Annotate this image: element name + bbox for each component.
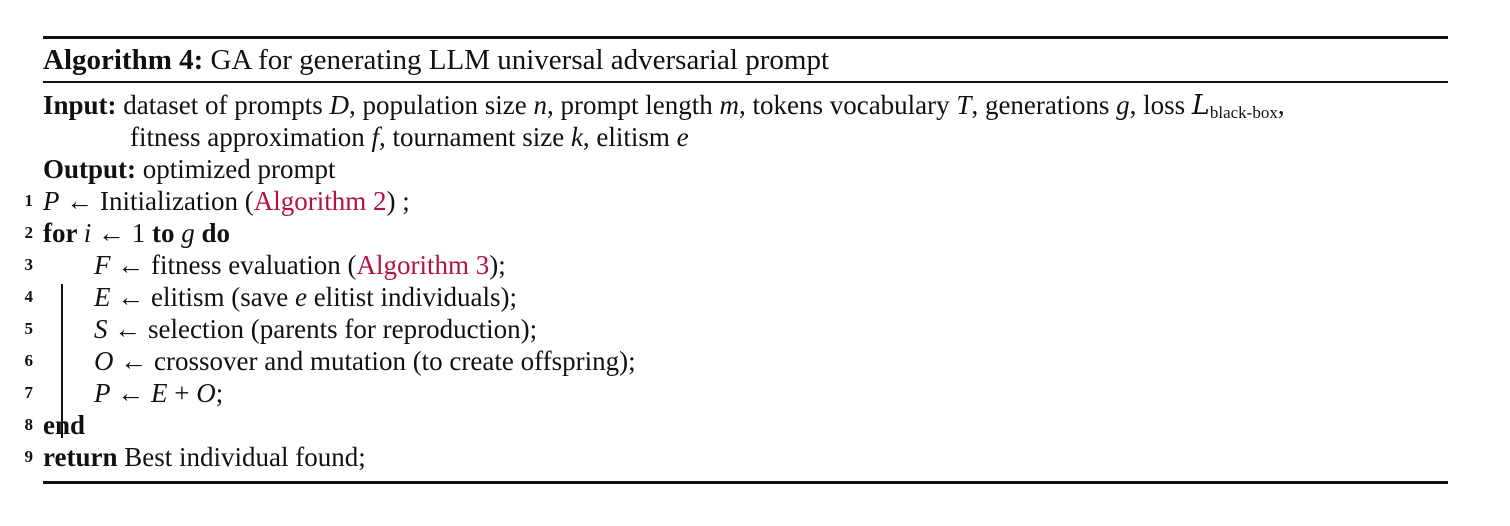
bottom-rule [43, 481, 1448, 484]
step-text: , [1277, 90, 1285, 120]
for-loop-scope-bar [61, 284, 63, 438]
math-symbol: S [94, 314, 108, 344]
math-symbol: P [43, 186, 60, 216]
algorithm-reference-link[interactable]: Algorithm 3 [356, 250, 490, 280]
step-text: ← crossover and mutation (to create offs… [113, 346, 636, 376]
step-text: ← selection (parents for reproduction); [107, 314, 538, 344]
input-params-line2: fitness approximation f, tournament size… [130, 122, 689, 152]
caption-label: Algorithm 4: [43, 44, 204, 76]
loss-symbol: L [1191, 90, 1210, 121]
step-text: ) ; [386, 186, 410, 216]
line-number: 8 [24, 415, 34, 434]
input-label: Input: [43, 90, 117, 120]
step-text: , generations [971, 90, 1117, 120]
math-symbol: i [83, 218, 92, 248]
algorithm-block: Algorithm 4: GA for generating LLM unive… [25, 36, 1448, 484]
output-label: Output: [43, 154, 137, 184]
math-symbol: g [181, 218, 195, 248]
step-text: ← [110, 378, 151, 408]
step-text: , prompt length [546, 90, 720, 120]
algorithm-step: 3 F ← fitness evaluation (Algorithm 3); [25, 249, 1448, 281]
math-symbol: E [151, 378, 168, 408]
algorithm-step: 8 end [25, 409, 1448, 441]
caption-rule [43, 81, 1448, 83]
math-symbol: k [570, 122, 583, 152]
step-text: ← Initialization ( [59, 186, 254, 216]
step-text: dataset of prompts [123, 90, 330, 120]
line-number: 9 [24, 447, 34, 466]
math-symbol: D [329, 90, 350, 120]
line-number: 4 [24, 287, 34, 306]
input-line: Input: dataset of prompts D, population … [43, 89, 1448, 122]
loss-subscript: black-box [1209, 103, 1278, 122]
keyword: do [194, 218, 231, 248]
step-text: ← elitism (save [110, 282, 295, 312]
algorithm-step: 4 E ← elitism (save e elitist individuals… [25, 281, 1448, 313]
step-text: , population size [349, 90, 534, 120]
step-text: + [167, 378, 197, 408]
math-symbol: e [676, 122, 689, 152]
math-symbol: O [94, 346, 114, 376]
math-symbol: E [94, 282, 111, 312]
line-number: 7 [24, 383, 34, 402]
top-rule [43, 36, 1448, 39]
step-text: , elitism [582, 122, 677, 152]
line-number: 1 [24, 191, 34, 210]
step-text: , tokens vocabulary [738, 90, 957, 120]
step-text: fitness approximation [130, 122, 372, 152]
step-text: ; [215, 378, 224, 408]
algorithm-caption: Algorithm 4: GA for generating LLM unive… [43, 39, 1448, 81]
math-symbol: P [94, 378, 111, 408]
math-symbol: e [294, 282, 307, 312]
algorithm-step: 2 for i ← 1 to g do [25, 217, 1448, 249]
keyword: to [152, 218, 182, 248]
step-text: Best individual found; [124, 442, 366, 472]
math-symbol: g [1116, 90, 1130, 120]
math-symbol: T [956, 90, 972, 120]
math-symbol: O [196, 378, 216, 408]
algorithm-step: 9 return Best individual found; [25, 441, 1448, 473]
output-line: Output: optimized prompt [43, 153, 1448, 185]
algorithm-reference-link[interactable]: Algorithm 2 [253, 186, 387, 216]
keyword: for [43, 218, 84, 248]
output-text: optimized prompt [142, 154, 336, 184]
step-text: ← fitness evaluation ( [110, 250, 357, 280]
step-text: , tournament size [378, 122, 571, 152]
algorithm-step: 5 S ← selection (parents for reproduction… [25, 313, 1448, 345]
keyword: end [43, 410, 86, 440]
caption-title: GA for generating LLM universal adversar… [210, 44, 830, 76]
math-symbol: F [94, 250, 111, 280]
math-symbol: f [371, 122, 379, 152]
math-symbol: m [719, 90, 739, 120]
line-number: 3 [24, 255, 34, 274]
input-line-continued: fitness approximation f, tournament size… [43, 121, 1448, 153]
algorithm-step: 6 O ← crossover and mutation (to create o… [25, 345, 1448, 377]
line-number: 2 [24, 223, 34, 242]
step-text: ← 1 [91, 218, 153, 248]
input-params-line1: dataset of prompts D, population size n,… [123, 90, 1285, 122]
keyword: return [43, 442, 125, 472]
step-text: , loss [1129, 90, 1192, 120]
line-number: 5 [24, 319, 34, 338]
step-text: ); [489, 250, 506, 280]
line-number: 6 [24, 351, 34, 370]
step-text: elitist individuals); [306, 282, 517, 312]
algorithm-step: 7 P ← E + O; [25, 377, 1448, 409]
math-symbol: n [533, 90, 547, 120]
